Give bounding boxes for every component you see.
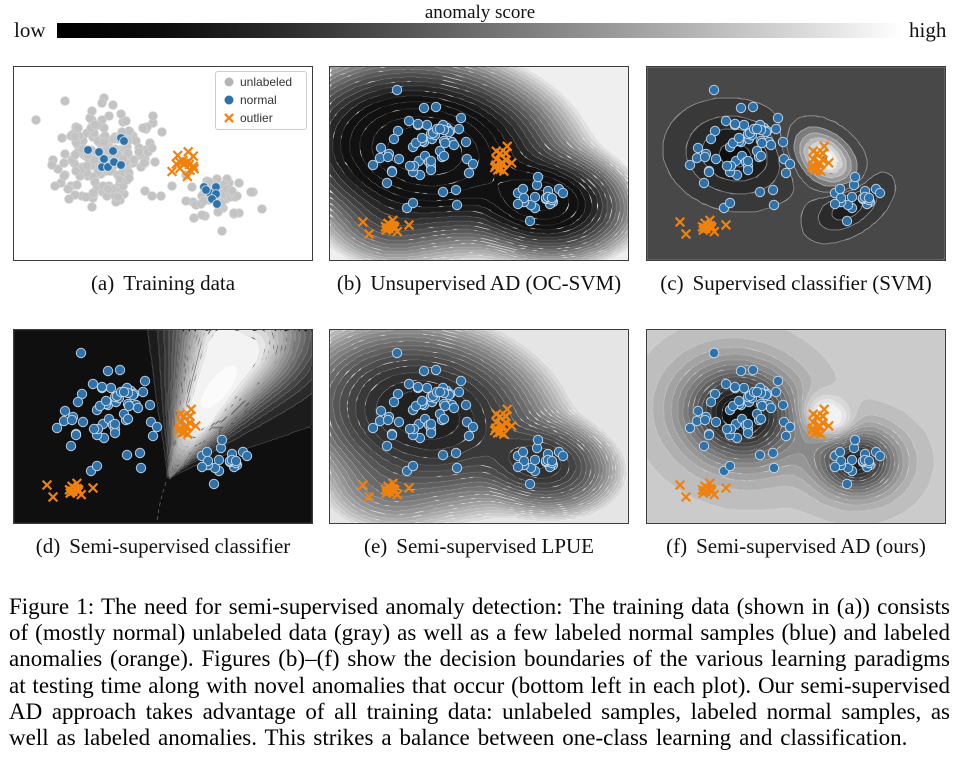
svg-text:unlabeled: unlabeled [240,75,292,89]
svg-text:outlier: outlier [240,111,273,125]
svg-text:normal: normal [240,93,277,107]
